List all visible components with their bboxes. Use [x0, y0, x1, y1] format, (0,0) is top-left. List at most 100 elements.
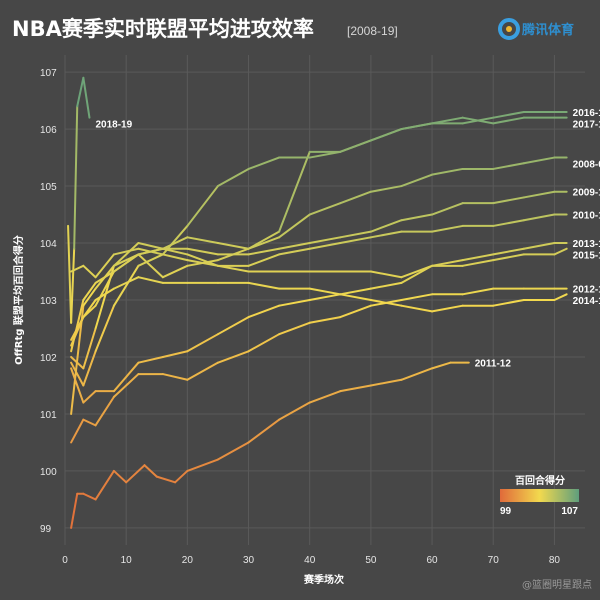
grid: [64, 55, 585, 545]
series-segment: [431, 202, 464, 216]
series-segment: [492, 247, 525, 256]
series-segment: [308, 202, 342, 216]
series-segment: [400, 122, 434, 131]
series-2014-15: [70, 276, 568, 341]
legend-title: 百回合得分: [515, 474, 565, 487]
y-axis-label: OffRtg 联盟平均百回合得分: [12, 235, 25, 365]
series-segment: [492, 116, 525, 125]
series-segment: [492, 219, 525, 227]
series-segment: [76, 76, 85, 108]
series-segment: [400, 293, 434, 301]
series-segment: [186, 361, 219, 381]
series-segment: [308, 150, 342, 159]
series-segment: [70, 247, 76, 324]
series-segment: [247, 304, 281, 319]
series-segment: [67, 224, 73, 324]
series-segment: [492, 299, 525, 307]
series-segment: [247, 281, 281, 290]
series-segment: [125, 464, 146, 484]
series-segment: [308, 293, 342, 301]
series-segment: [369, 230, 403, 239]
series-segment: [82, 264, 97, 279]
series-segment: [553, 247, 568, 256]
series-segment: [369, 299, 403, 307]
series-2013-14: [70, 242, 568, 404]
series-segment: [247, 333, 281, 353]
series-segment: [278, 299, 311, 307]
series-segment: [186, 247, 219, 256]
series-label-2013-14: 2013-14: [573, 239, 600, 250]
y-tick-label: 107: [40, 68, 57, 79]
series-segment: [339, 236, 372, 245]
series-segment: [82, 281, 97, 301]
series-segment: [155, 475, 177, 484]
series-segment: [186, 253, 219, 267]
x-axis-label: 赛季场次: [303, 573, 344, 586]
series-segment: [82, 327, 97, 370]
series-segment: [112, 361, 140, 393]
series-segment: [112, 264, 140, 307]
series-segment: [461, 259, 495, 267]
series-segment: [161, 350, 189, 358]
series-segment: [400, 173, 434, 188]
legend-gradient-bar: [500, 489, 579, 502]
series-segment: [161, 247, 189, 256]
series-segment: [186, 185, 219, 227]
series-2018-19: [67, 76, 91, 324]
series-segment: [143, 464, 158, 478]
series-segment: [161, 236, 189, 250]
series-segment: [161, 264, 189, 279]
series-segment: [94, 469, 115, 501]
series-segment: [216, 316, 250, 336]
series-label-2014-15: 2014-15: [573, 296, 600, 307]
series-segment: [112, 276, 140, 290]
series-segment: [278, 321, 311, 336]
series-label-2016-17: 2016-17: [573, 108, 600, 119]
series-segment: [278, 242, 311, 250]
series-label-2015-16: 2015-16: [573, 250, 600, 261]
series-segment: [112, 373, 140, 398]
series-segment: [431, 304, 464, 313]
series-segment: [308, 287, 342, 296]
series-segment: [94, 270, 115, 307]
series-segment: [94, 270, 115, 284]
series-segment: [308, 242, 342, 250]
x-tick-label: 10: [121, 555, 133, 566]
series-label-2018-19: 2018-19: [95, 119, 132, 130]
series-segment: [161, 253, 189, 262]
series-segment: [369, 128, 403, 142]
series-segment: [70, 492, 79, 529]
series-segment: [431, 224, 464, 233]
series-segment: [216, 242, 250, 250]
series-segment: [308, 316, 342, 324]
series-segment: [186, 333, 219, 353]
series-segment: [70, 316, 85, 341]
series-segment: [278, 401, 311, 421]
series-segment: [492, 253, 525, 262]
series-segment: [70, 361, 85, 387]
series-segment: [82, 390, 97, 404]
series-segment: [82, 492, 97, 501]
x-tick-label: 20: [182, 555, 194, 566]
series-segment: [94, 287, 115, 301]
watermark: @篮圈明星跟点: [522, 578, 592, 591]
series-segment: [82, 418, 97, 427]
series-segment: [400, 264, 434, 279]
series-2011-12: [70, 361, 470, 529]
series-segment: [174, 469, 189, 484]
series-segment: [247, 247, 281, 256]
series-segment: [247, 236, 281, 250]
series-labels: 2018-19 2016-172017-18 2008-09 2009-10 2010-…: [95, 108, 600, 370]
legend-min-label: 99: [500, 506, 512, 517]
series-label-2009-10: 2009-10: [573, 188, 600, 199]
series-segment: [137, 253, 164, 267]
series-segment: [553, 293, 568, 301]
series-segment: [278, 213, 311, 239]
series-segment: [492, 110, 525, 119]
series-segment: [137, 355, 164, 364]
series-segment: [216, 350, 250, 364]
y-tick-labels: 99 100 101 102 103 104 105 106 107: [40, 68, 57, 535]
series-segment: [431, 361, 452, 370]
series-segment: [70, 418, 85, 444]
series-segment: [339, 293, 372, 301]
